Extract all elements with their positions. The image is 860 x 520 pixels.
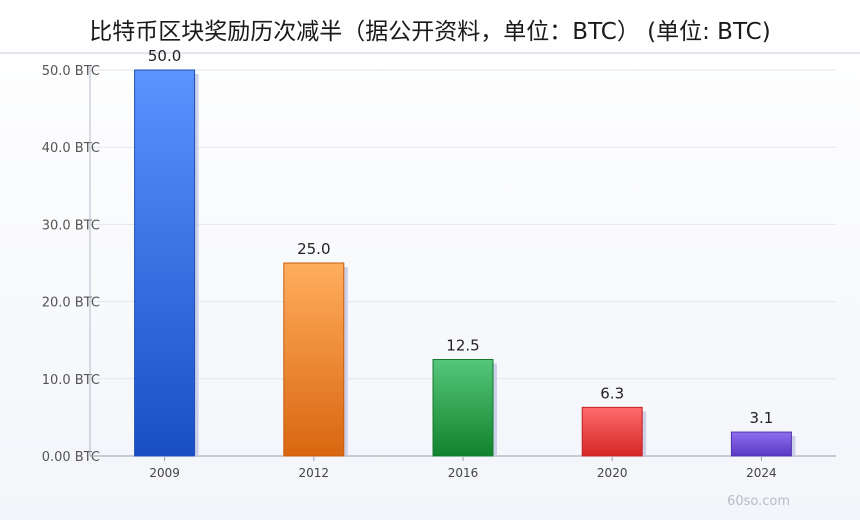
data-label: 6.3	[600, 384, 624, 402]
bar	[581, 406, 643, 457]
bar	[730, 431, 792, 457]
data-label: 3.1	[749, 409, 773, 427]
x-tick-label: 2020	[597, 466, 628, 480]
bar	[134, 69, 196, 457]
title-divider	[0, 52, 860, 54]
bar	[283, 262, 345, 457]
data-label: 12.5	[446, 337, 479, 355]
data-label: 50.0	[148, 47, 181, 65]
data-label: 25.0	[297, 240, 330, 258]
y-tick-label: 20.0 BTC	[42, 296, 100, 311]
watermark-text: 60so.com	[727, 494, 790, 509]
y-tick-label: 50.0 BTC	[42, 64, 100, 79]
y-tick-label: 0.00 BTC	[42, 450, 100, 465]
x-tick-label: 2012	[299, 466, 330, 480]
x-tick-label: 2009	[149, 466, 180, 480]
bar	[432, 359, 494, 457]
chart-title: 比特币区块奖励历次减半（据公开资料，单位：BTC） (单位: BTC)	[89, 19, 771, 45]
x-tick-label: 2024	[746, 466, 777, 480]
x-tick-label: 2016	[448, 466, 479, 480]
y-tick-label: 10.0 BTC	[42, 373, 100, 388]
y-tick-label: 40.0 BTC	[42, 141, 100, 156]
y-tick-label: 30.0 BTC	[42, 218, 100, 233]
